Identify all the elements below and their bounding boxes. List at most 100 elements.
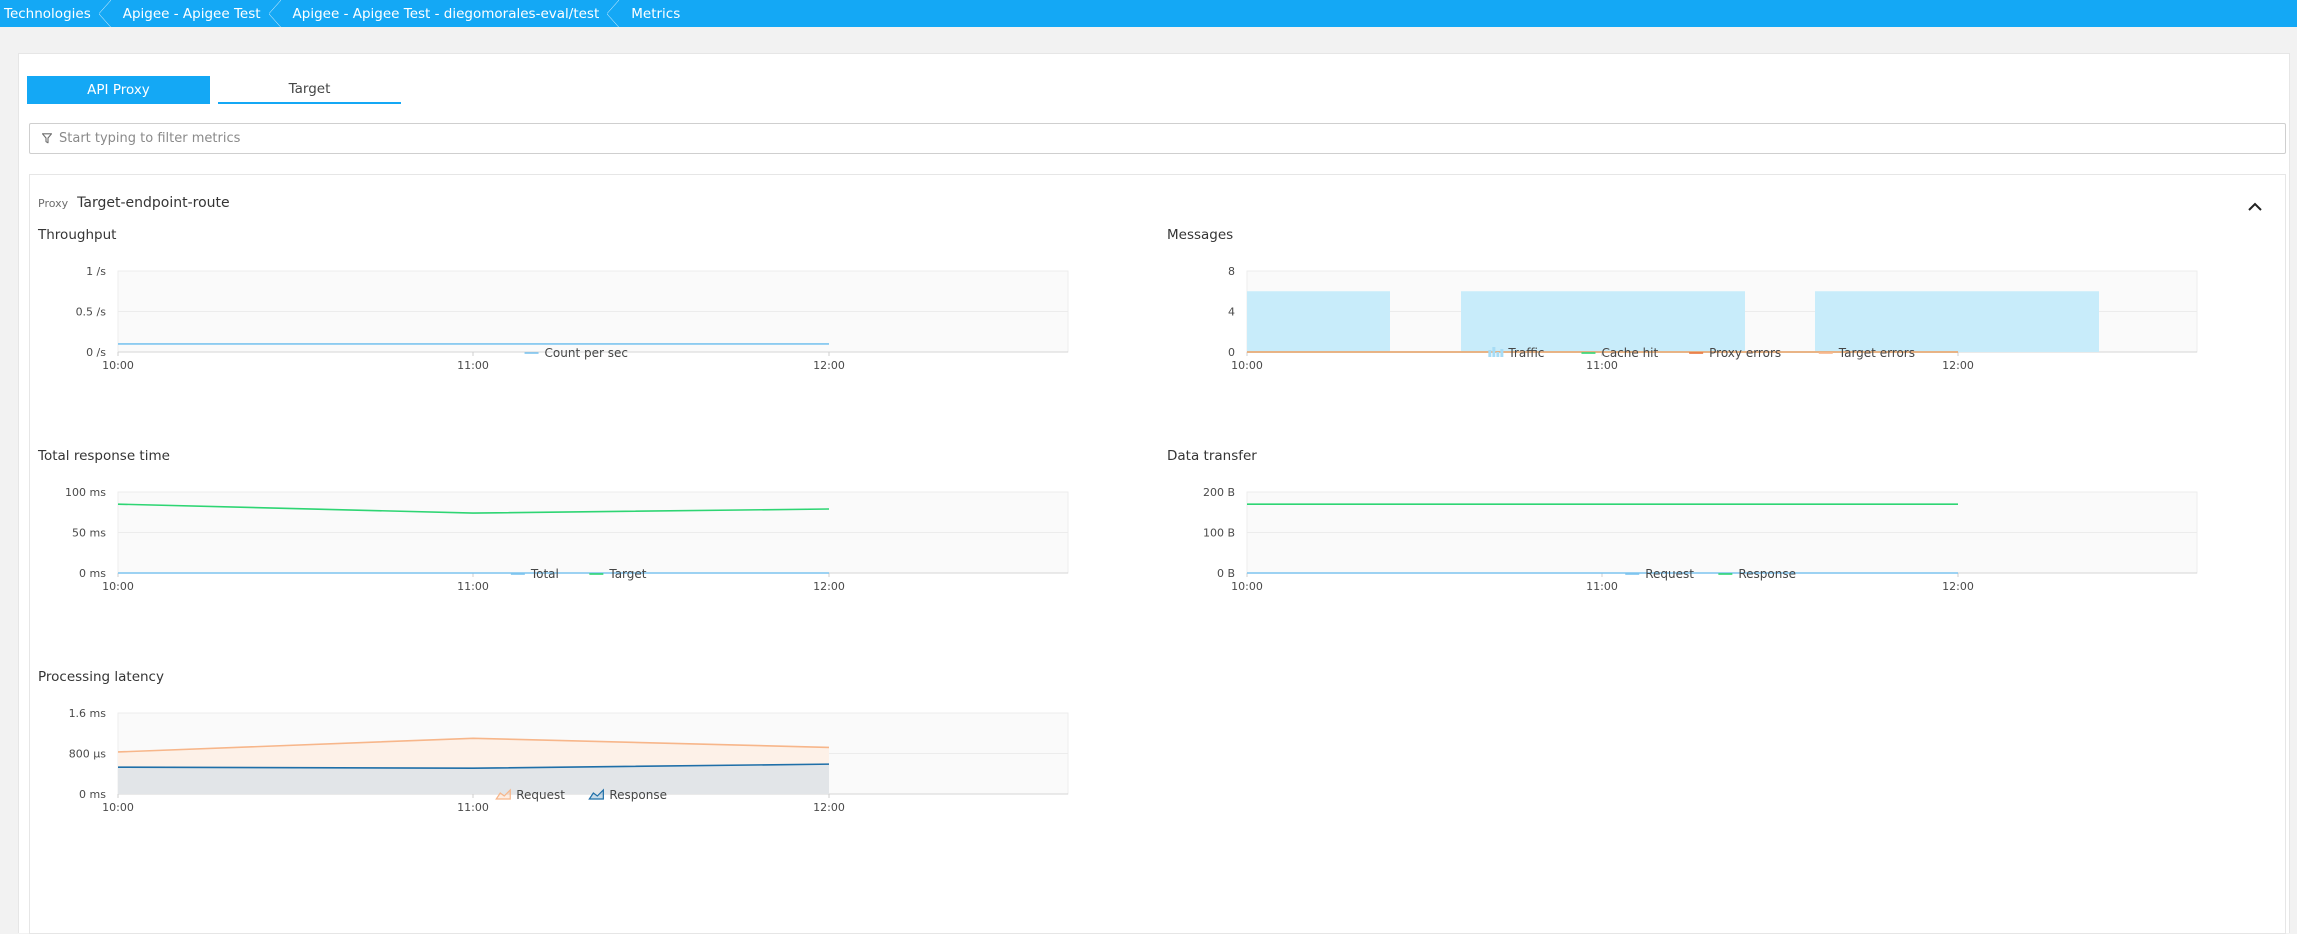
series-area	[118, 764, 829, 794]
y-tick-label: 4	[1228, 306, 1235, 319]
x-tick-label: 11:00	[457, 359, 489, 372]
proxy-header: Proxy Target-endpoint-route	[38, 195, 230, 211]
x-tick-label: 11:00	[1586, 580, 1618, 593]
legend-item[interactable]: Proxy errors	[1689, 346, 1781, 360]
x-tick-label: 12:00	[813, 359, 845, 372]
traffic-bar[interactable]	[1247, 291, 1390, 352]
y-tick-label: 0 ms	[79, 567, 106, 580]
proxy-kind-label: Proxy	[38, 197, 69, 210]
filter-icon	[42, 133, 52, 144]
chart-svg: 0 4 8 10:00 11:00 12:00 Traffic Cache hit Proxy …	[1228, 265, 2198, 372]
traffic-bar[interactable]	[1461, 291, 1745, 352]
y-tick-label: 100 B	[1203, 527, 1235, 540]
legend-area-icon	[495, 788, 511, 800]
y-tick-label: 0 B	[1217, 567, 1235, 580]
y-tick-label: 0.5 /s	[76, 306, 107, 319]
proxy-card: Proxy Target-endpoint-route Throughput 0…	[29, 174, 2286, 934]
tab-api-proxy[interactable]: API Proxy	[27, 76, 210, 104]
legend-label: Request	[516, 788, 565, 802]
breadcrumb-technologies[interactable]: Technologies	[0, 0, 111, 27]
chart-title: Data transfer	[1167, 448, 1257, 464]
legend-item[interactable]: Request	[495, 788, 565, 802]
y-tick-label: 50 ms	[72, 527, 106, 540]
filter-input[interactable]	[59, 131, 1559, 146]
legend-item[interactable]: Traffic	[1488, 346, 1544, 360]
y-tick-label: 800 µs	[69, 748, 106, 761]
chart-svg: 0 B 100 B 200 B 10:00 11:00 12:00 Request Respo…	[1203, 486, 2198, 593]
total-response-time-chart: Total response time 0 ms 50 ms 100 ms 10:00…	[38, 448, 1138, 593]
chart-svg: 0 /s 0.5 /s 1 /s 10:00 11:00 12:00 Count per s…	[76, 265, 1069, 372]
y-tick-label: 0 /s	[86, 346, 106, 359]
chart-legend: Total Target	[510, 567, 647, 581]
x-tick-label: 12:00	[813, 580, 845, 593]
legend-bar-icon	[1488, 350, 1492, 357]
chart-title: Throughput	[38, 227, 117, 243]
breadcrumb-apigee-env[interactable]: Apigee - Apigee Test - diegomorales-eval…	[275, 0, 619, 27]
legend-label: Traffic	[1507, 346, 1544, 360]
legend-label: Proxy errors	[1709, 346, 1781, 360]
y-tick-label: 1 /s	[86, 265, 106, 278]
legend-item[interactable]: Target errors	[1818, 346, 1915, 360]
traffic-bar[interactable]	[1815, 291, 2099, 352]
chart-legend: Count per sec	[524, 346, 628, 360]
legend-label: Request	[1645, 567, 1694, 581]
chart-title: Total response time	[38, 448, 170, 464]
breadcrumb-metrics: Metrics	[631, 5, 681, 22]
legend-item[interactable]: Count per sec	[524, 346, 628, 360]
legend-item[interactable]: Request	[1625, 567, 1694, 581]
legend-label: Target errors	[1838, 346, 1915, 360]
legend-label: Response	[609, 788, 667, 802]
breadcrumb: Technologies Apigee - Apigee Test Apigee…	[0, 0, 2297, 27]
messages-chart: Messages 0 4 8 10:00 11:00 12:00 Traffic Cache …	[1167, 227, 2267, 372]
series-line	[117, 763, 830, 769]
series-line	[117, 503, 830, 514]
chart-title: Processing latency	[38, 669, 164, 685]
legend-item[interactable]: Target	[589, 567, 647, 581]
chart-title: Messages	[1167, 227, 1234, 243]
legend-label: Count per sec	[545, 346, 628, 360]
metrics-panel: API Proxy Target Proxy Target-endpoint-r…	[18, 53, 2290, 934]
chart-legend: Traffic Cache hit Proxy errors Target error…	[1488, 346, 1915, 360]
x-tick-label: 12:00	[1942, 359, 1974, 372]
chevron-up-icon[interactable]	[2243, 195, 2267, 219]
x-tick-label: 10:00	[102, 580, 134, 593]
chart-svg: 0 ms 50 ms 100 ms 10:00 11:00 12:00 Total Targe…	[65, 486, 1069, 593]
data-transfer-chart: Data transfer 0 B 100 B 200 B 10:00 11:00 12:…	[1167, 448, 2267, 593]
filter-box[interactable]	[29, 123, 2286, 154]
x-tick-label: 10:00	[1231, 580, 1263, 593]
legend-label: Cache hit	[1601, 346, 1658, 360]
y-tick-label: 0 ms	[79, 788, 106, 801]
breadcrumb-apigee-test[interactable]: Apigee - Apigee Test	[105, 0, 281, 27]
x-tick-label: 11:00	[1586, 359, 1618, 372]
legend-item[interactable]: Response	[1718, 567, 1796, 581]
y-tick-label: 100 ms	[65, 486, 106, 499]
tab-target[interactable]: Target	[218, 76, 401, 104]
chart-legend: Request Response	[1625, 567, 1796, 581]
legend-bar-icon	[1496, 352, 1500, 357]
x-tick-label: 12:00	[1942, 580, 1974, 593]
y-tick-label: 0	[1228, 346, 1235, 359]
legend-label: Total	[530, 567, 559, 581]
throughput-chart: Throughput 0 /s 0.5 /s 1 /s 10:00 11:00 12:00…	[38, 227, 1138, 372]
x-tick-label: 12:00	[813, 801, 845, 814]
y-tick-label: 1.6 ms	[69, 707, 107, 720]
legend-label: Response	[1738, 567, 1796, 581]
legend-label: Target	[608, 567, 646, 581]
processing-latency-chart: Processing latency 0 ms 800 µs 1.6 ms 10:00…	[38, 669, 1138, 814]
proxy-name: Target-endpoint-route	[77, 195, 230, 211]
legend-item[interactable]: Response	[588, 788, 667, 802]
tab-bar: API Proxy Target	[27, 76, 409, 104]
chart-legend: Request Response	[495, 788, 667, 802]
legend-bar-icon	[1500, 349, 1504, 357]
y-tick-label: 8	[1228, 265, 1235, 278]
x-tick-label: 10:00	[102, 801, 134, 814]
x-tick-label: 11:00	[457, 580, 489, 593]
series-line	[117, 737, 830, 753]
y-tick-label: 200 B	[1203, 486, 1235, 499]
legend-item[interactable]: Cache hit	[1581, 346, 1659, 360]
x-tick-label: 10:00	[102, 359, 134, 372]
x-tick-label: 11:00	[457, 801, 489, 814]
legend-item[interactable]: Total	[510, 567, 559, 581]
legend-bar-icon	[1492, 347, 1496, 357]
